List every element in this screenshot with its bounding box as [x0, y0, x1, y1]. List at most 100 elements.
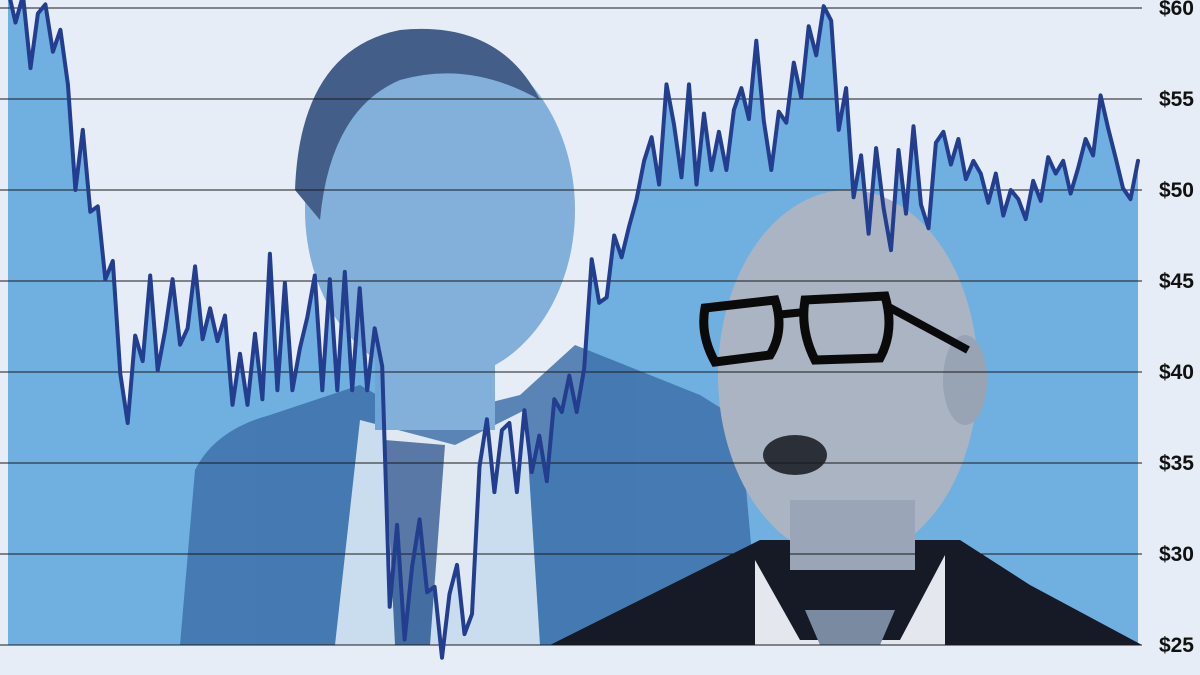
price-point: [470, 612, 474, 616]
price-point: [1084, 137, 1088, 141]
price-point: [657, 183, 661, 186]
price-point: [358, 286, 362, 290]
price-point: [1114, 155, 1117, 159]
price-point: [507, 421, 511, 425]
price-point: [335, 388, 339, 392]
price-point: [739, 86, 743, 90]
price-point: [590, 257, 594, 261]
price-point: [807, 24, 811, 28]
price-point: [73, 188, 77, 192]
price-point: [867, 232, 871, 236]
price-point: [96, 204, 100, 208]
y-tick-label: $35: [1159, 452, 1194, 475]
price-point: [156, 368, 160, 372]
y-tick-label: $55: [1159, 88, 1194, 111]
price-point: [290, 388, 294, 392]
price-point: [627, 224, 631, 228]
price-point: [1001, 214, 1005, 217]
price-point: [216, 339, 219, 343]
price-point: [1061, 159, 1065, 163]
price-point: [81, 128, 85, 132]
price-point: [365, 388, 369, 392]
price-point: [859, 153, 863, 157]
price-point: [814, 53, 818, 57]
price-point: [328, 277, 332, 281]
price-point: [455, 563, 459, 567]
price-point: [201, 337, 205, 341]
price-point: [769, 168, 773, 172]
price-point: [784, 121, 788, 125]
price-point: [754, 39, 758, 43]
y-tick-label: $40: [1159, 361, 1194, 384]
left-portrait-image: [180, 28, 760, 645]
price-point: [43, 2, 47, 6]
price-point: [665, 82, 668, 86]
price-point: [36, 12, 40, 15]
price-point: [320, 388, 324, 392]
price-point: [238, 352, 242, 356]
price-point: [545, 479, 549, 483]
price-point: [29, 66, 32, 70]
price-point: [530, 470, 534, 474]
right-portrait-image: [550, 190, 1142, 645]
y-tick-label: $50: [1159, 179, 1194, 202]
price-point: [388, 605, 392, 609]
price-point: [433, 585, 437, 589]
price-point: [695, 183, 698, 186]
price-point: [822, 4, 826, 8]
price-point: [844, 86, 848, 90]
price-point: [567, 374, 571, 378]
price-point: [118, 372, 122, 376]
price-point: [485, 417, 489, 421]
price-point: [1136, 159, 1140, 163]
price-point: [635, 197, 639, 201]
price-point: [492, 490, 496, 494]
price-point: [1024, 217, 1028, 221]
price-point: [672, 123, 676, 126]
price-point: [163, 328, 167, 332]
price-point: [1076, 166, 1080, 170]
price-point: [552, 397, 556, 401]
price-point: [395, 523, 399, 527]
price-point: [941, 130, 945, 134]
price-point: [904, 212, 908, 216]
price-point: [964, 177, 968, 181]
photo-collage: [180, 28, 1142, 645]
price-point: [680, 175, 683, 179]
price-point: [949, 163, 953, 166]
price-line: [8, 0, 1140, 660]
price-point: [208, 306, 212, 310]
price-point: [642, 159, 646, 163]
price-point: [986, 201, 990, 205]
y-tick-label: $45: [1159, 270, 1194, 293]
price-point: [440, 656, 444, 660]
price-point: [762, 119, 766, 123]
price-point: [560, 410, 564, 414]
price-point: [478, 465, 481, 469]
price-point: [515, 490, 519, 494]
price-point: [799, 95, 803, 99]
price-point: [305, 315, 309, 319]
price-point: [605, 295, 609, 299]
price-point: [747, 117, 751, 121]
price-point: [88, 210, 92, 214]
price-point: [148, 274, 152, 277]
price-point: [1099, 93, 1103, 97]
price-point: [1069, 192, 1073, 196]
price-point: [852, 195, 856, 199]
price-point: [1091, 153, 1095, 157]
price-point: [373, 326, 377, 330]
price-point: [1039, 199, 1043, 203]
price-point: [724, 168, 728, 172]
price-point: [193, 264, 197, 268]
price-point: [575, 410, 579, 414]
price-point: [246, 403, 249, 407]
price-point: [275, 388, 279, 392]
price-point: [919, 203, 923, 207]
price-point: [709, 168, 713, 172]
price-point: [829, 19, 833, 23]
price-point: [111, 259, 115, 263]
price-point: [51, 50, 55, 54]
price-point: [283, 281, 287, 285]
price-point: [298, 346, 302, 350]
